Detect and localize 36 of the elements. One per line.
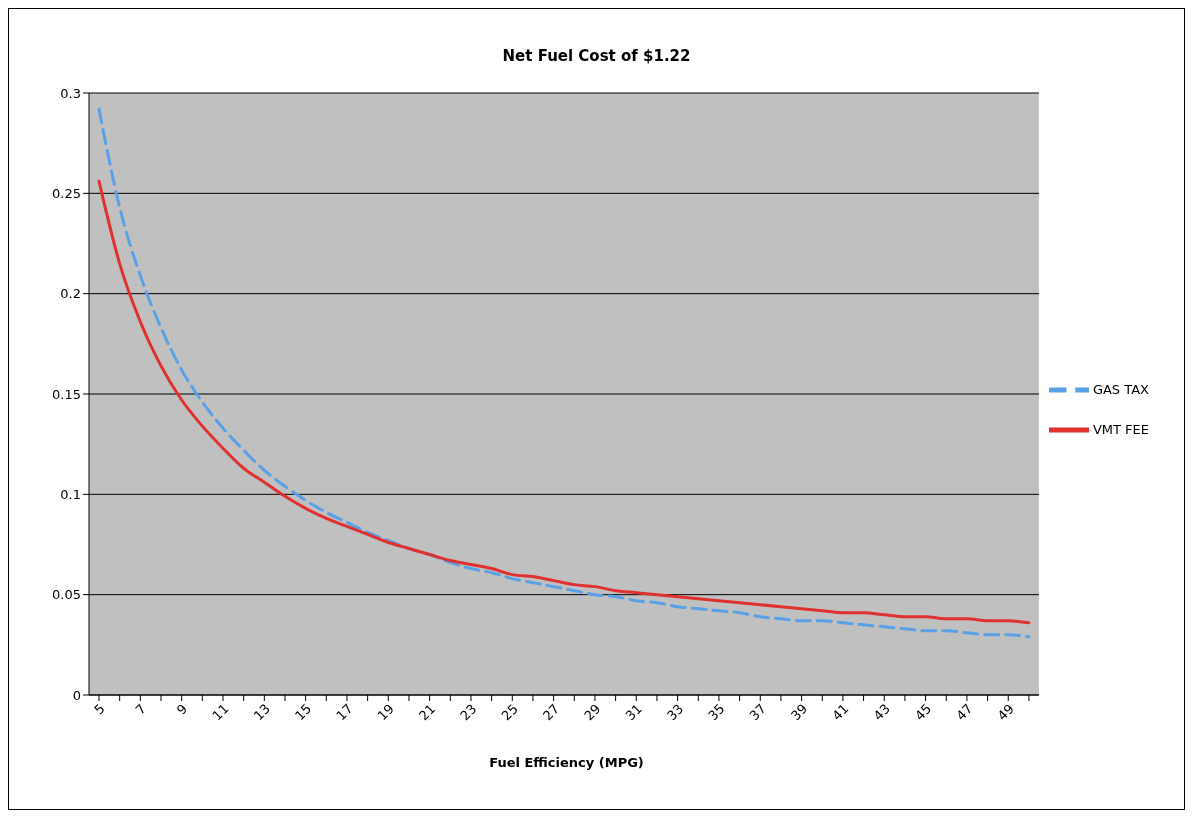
x-tick-label: 9	[173, 701, 191, 718]
y-tick-label: 0	[72, 687, 81, 703]
x-tick-label: 31	[622, 701, 645, 724]
x-tick-label: 19	[374, 701, 397, 724]
y-tick-label: 0.25	[52, 185, 81, 201]
x-tick-label: 33	[663, 701, 687, 724]
x-tick-label: 41	[829, 701, 852, 724]
y-tick-label: 0.3	[60, 85, 81, 101]
x-tick-label: 21	[415, 701, 439, 724]
x-axis-title: Fuel Efficiency (MPG)	[488, 755, 645, 770]
line-series	[97, 179, 1031, 625]
x-tick-label: 37	[746, 701, 769, 724]
x-tick-label: 11	[209, 701, 232, 724]
x-tick-label: 17	[333, 701, 356, 724]
line-series	[97, 107, 1031, 639]
x-tick-label: 7	[132, 701, 149, 718]
y-tick-label: 0.2	[60, 286, 81, 302]
x-tick-label: 43	[870, 701, 893, 724]
legend-label: GAS TAX	[1092, 381, 1149, 397]
x-tick-label: 5	[91, 701, 108, 718]
x-tick-label: 47	[953, 701, 976, 724]
y-tick-label: 0.1	[60, 486, 81, 502]
chart-title: Net Fuel Cost of $1.22	[501, 47, 692, 65]
x-tick-label: 25	[498, 701, 521, 724]
x-tick-label: 35	[705, 701, 728, 724]
y-tick-label: 0.15	[52, 386, 81, 402]
x-tick-label: 13	[250, 701, 273, 724]
x-tick-label: 29	[581, 701, 604, 724]
x-tick-label: 23	[457, 701, 480, 724]
x-tick-label: 45	[911, 701, 935, 724]
x-tick-label: 27	[539, 701, 563, 724]
y-tick-label: 0.05	[52, 587, 81, 603]
x-tick-label: 49	[994, 701, 1017, 724]
legend-label: VMT FEE	[1092, 421, 1149, 437]
x-tick-label: 15	[291, 701, 315, 724]
x-tick-label: 39	[787, 701, 811, 724]
